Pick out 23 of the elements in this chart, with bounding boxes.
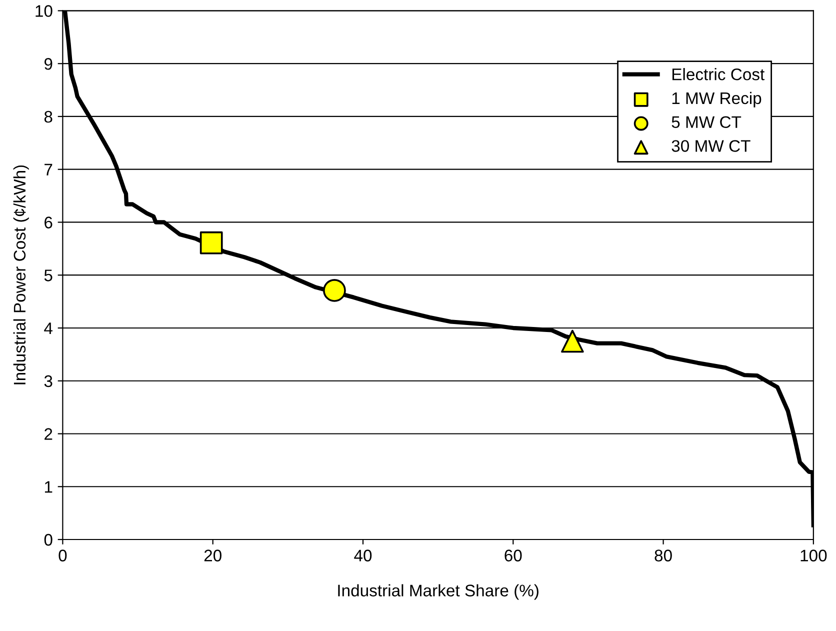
x-tick-label: 0 [58,550,67,562]
y-tick-label: 6 [44,216,52,228]
x-tick-label: 40 [354,550,372,562]
y-tick-label: 0 [44,534,52,546]
y-tick-label: 1 [44,481,52,493]
y-axis-title: Industrial Power Cost (¢/kWh) [13,165,29,384]
legend-label: Electric Cost [672,68,765,80]
x-tick-label: 100 [800,550,827,562]
x-axis-title: Industrial Market Share (%) [338,584,538,600]
y-tick-label: 8 [44,110,52,123]
legend-label: 30 MW CT [672,140,750,152]
y-tick-label: 5 [44,270,52,282]
x-tick-label: 20 [204,550,222,562]
y-tick-label: 3 [44,375,52,388]
y-tick-label: 4 [44,322,52,334]
y-tick-label: 2 [44,428,52,440]
x-tick-label: 60 [504,550,522,562]
y-tick-label: 9 [44,58,52,70]
legend-label: 5 MW CT [672,116,742,128]
x-tick-label: 80 [654,550,672,562]
y-tick-label: 7 [44,164,52,176]
legend-label: 1 MW Recip [672,92,762,108]
y-tick-label: 10 [36,5,52,17]
